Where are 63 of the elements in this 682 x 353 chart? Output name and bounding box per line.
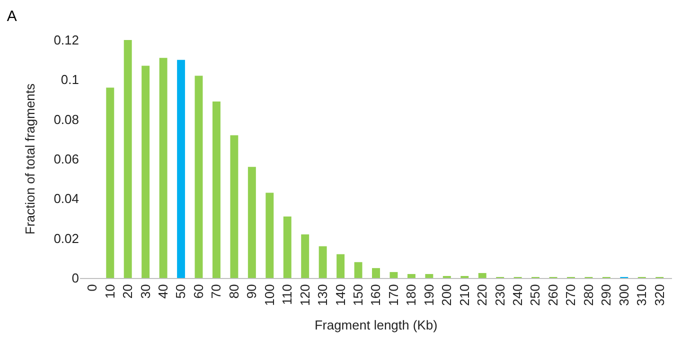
bar: [390, 272, 398, 278]
x-tick-label: 230: [492, 284, 508, 306]
x-tick-label: 200: [439, 284, 454, 306]
bar: [159, 58, 168, 278]
x-tick-label: 20: [120, 284, 136, 299]
x-tick-label: 270: [563, 284, 578, 306]
bar: [336, 254, 345, 278]
x-tick-label: 70: [208, 284, 224, 299]
x-tick-label: 170: [386, 284, 401, 306]
x-tick-label: 60: [190, 284, 206, 299]
bar: [407, 274, 416, 278]
x-tick-label: 190: [421, 284, 436, 306]
bar: [318, 246, 327, 278]
y-tick-label: 0.06: [54, 152, 79, 167]
bar: [230, 135, 238, 278]
x-tick-label: 240: [510, 284, 526, 306]
x-tick-label: 260: [545, 284, 560, 306]
bar: [177, 60, 186, 278]
x-tick-label: 290: [598, 284, 614, 306]
bar: [372, 268, 380, 278]
bar: [283, 216, 292, 278]
bar: [248, 166, 256, 278]
y-tick-label: 0.02: [54, 230, 79, 246]
bar: [124, 40, 132, 278]
x-tick-label: 250: [528, 284, 543, 306]
bar: [194, 76, 203, 278]
bar: [142, 66, 150, 278]
chart-title: A: [6, 8, 17, 26]
x-tick-label: 210: [456, 284, 472, 306]
bar: [106, 88, 114, 278]
bar: [212, 101, 220, 278]
x-tick-label: 220: [474, 284, 490, 306]
bar: [354, 262, 362, 278]
x-tick-label: 120: [297, 284, 312, 306]
x-tick-label: 110: [280, 284, 295, 305]
x-tick-label: 30: [138, 284, 153, 299]
bar: [425, 274, 434, 278]
x-tick-label: 40: [156, 284, 171, 299]
y-tick-label: 0.08: [54, 112, 79, 127]
x-tick-label: 90: [244, 284, 260, 299]
x-tick-label: 140: [332, 284, 348, 306]
x-tick-label: 10: [102, 284, 118, 299]
x-tick-label: 280: [580, 284, 596, 306]
x-tick-label: 0: [84, 284, 100, 292]
x-tick-label: 160: [368, 284, 384, 306]
x-tick-label: 100: [262, 284, 277, 306]
x-tick-label: 300: [616, 284, 632, 306]
bar: [301, 234, 310, 278]
x-tick-label: 130: [315, 284, 330, 306]
x-tick-label: 150: [350, 284, 366, 306]
x-tick-label: 80: [226, 284, 242, 299]
x-tick-label: 50: [173, 284, 188, 299]
y-tick-label: 0: [72, 270, 79, 286]
x-axis-title: Fragment length (Kb): [314, 318, 438, 333]
bar: [478, 273, 486, 278]
y-axis-title: Fraction of total fragments: [22, 82, 38, 235]
y-tick-label: 0.04: [54, 191, 79, 206]
x-tick-label: 310: [634, 284, 650, 306]
y-tick-label: 0.1: [60, 72, 79, 88]
x-tick-label: 180: [404, 284, 419, 306]
x-tick-label: 320: [652, 284, 667, 306]
y-tick-label: 0.12: [54, 32, 79, 48]
bar: [266, 192, 274, 278]
